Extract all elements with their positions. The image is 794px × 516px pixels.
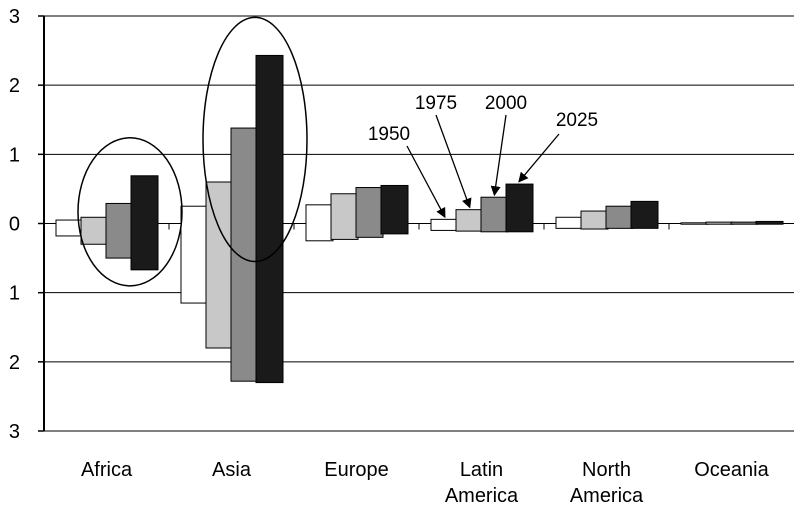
highlight-ellipse-africa — [77, 137, 183, 287]
x-axis-category-labels: Africa Asia Europe Latin America North America… — [81, 459, 770, 507]
annotation-label-2025: 2025 — [556, 110, 598, 131]
bars — [55, 54, 784, 384]
bar-1950 — [180, 205, 209, 304]
annotation-arrow-1950 — [406, 145, 446, 219]
annotation-arrow-1975 — [435, 114, 472, 209]
annotation-arrow-2000 — [490, 114, 507, 197]
y-axis-tick-labels: 3 2 1 0 1 2 3 — [9, 6, 20, 443]
annotation-label-2000: 2000 — [485, 93, 527, 114]
annotation-label-1950: 1950 — [368, 124, 410, 145]
category-label: Asia — [212, 459, 252, 481]
bar-2000 — [730, 221, 759, 225]
bar-1975 — [580, 210, 609, 230]
category-label: Europe — [324, 459, 389, 481]
bar-1975 — [705, 221, 734, 225]
category-label: America — [570, 485, 644, 507]
y-tick-label: 0 — [9, 214, 20, 236]
gridlines — [38, 15, 794, 432]
bar-2025 — [380, 184, 409, 235]
bar-2025 — [255, 54, 284, 384]
bar-1950 — [430, 218, 459, 231]
y-tick-label: 3 — [9, 421, 20, 443]
annotation-label-1975: 1975 — [415, 93, 457, 114]
bar-1950 — [555, 216, 584, 229]
highlight-ellipse-asia — [202, 16, 308, 263]
bar-1975 — [80, 216, 109, 245]
y-tick-label: 1 — [9, 144, 20, 166]
bar-1975 — [205, 181, 234, 349]
bar-2000 — [355, 187, 384, 238]
bar-1975 — [330, 193, 359, 240]
bar-2000 — [230, 127, 259, 382]
y-tick-label: 1 — [9, 283, 20, 305]
y-tick-label: 2 — [9, 352, 20, 374]
bar-2025 — [630, 200, 659, 229]
bar-2025 — [505, 183, 534, 233]
category-label: Oceania — [694, 459, 769, 481]
bar-2000 — [605, 205, 634, 229]
bar-1950 — [305, 204, 334, 242]
bar-2000 — [105, 202, 134, 259]
bar-2025 — [130, 175, 159, 271]
bar-1975 — [455, 209, 484, 232]
annotation-arrow-2025 — [518, 133, 560, 183]
category-label: North — [582, 459, 631, 481]
y-tick-label: 3 — [9, 6, 20, 28]
category-label: America — [445, 485, 519, 507]
category-label: Africa — [81, 459, 133, 481]
bar-2000 — [480, 196, 509, 233]
bar-2025 — [755, 220, 784, 225]
bar-1950 — [680, 222, 709, 225]
category-label: Latin — [460, 459, 503, 481]
highlight-ellipses — [77, 16, 308, 287]
y-tick-label: 2 — [9, 75, 20, 97]
